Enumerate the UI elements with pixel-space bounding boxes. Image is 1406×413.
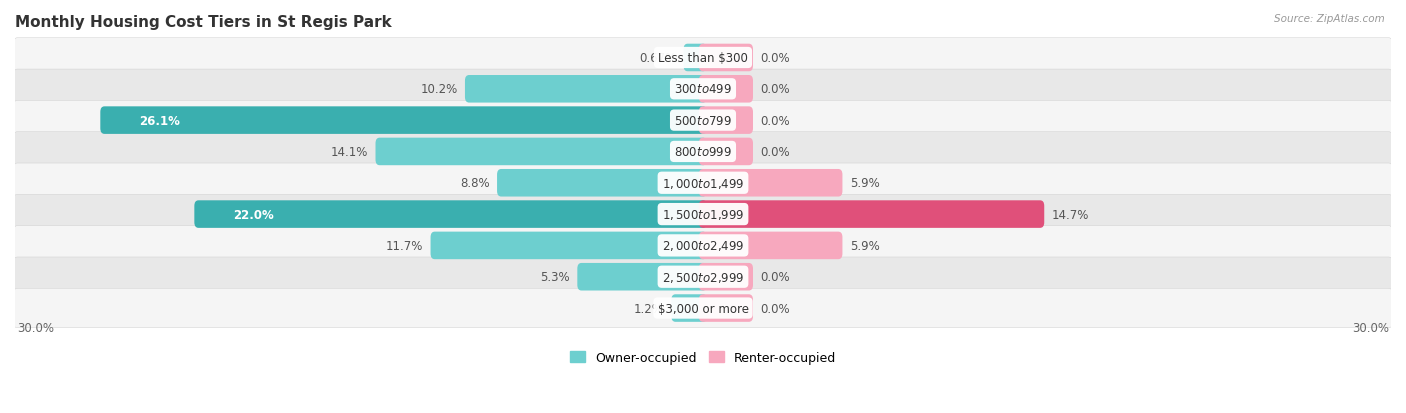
FancyBboxPatch shape	[699, 107, 754, 135]
FancyBboxPatch shape	[699, 45, 754, 72]
Text: 10.2%: 10.2%	[420, 83, 457, 96]
Text: $800 to $999: $800 to $999	[673, 146, 733, 159]
FancyBboxPatch shape	[430, 232, 707, 259]
FancyBboxPatch shape	[699, 294, 754, 322]
FancyBboxPatch shape	[100, 107, 707, 135]
FancyBboxPatch shape	[14, 164, 1392, 203]
FancyBboxPatch shape	[671, 294, 707, 322]
FancyBboxPatch shape	[14, 101, 1392, 140]
Text: 30.0%: 30.0%	[17, 321, 55, 334]
FancyBboxPatch shape	[699, 138, 754, 166]
Text: $1,000 to $1,499: $1,000 to $1,499	[662, 176, 744, 190]
FancyBboxPatch shape	[498, 170, 707, 197]
Text: 5.9%: 5.9%	[849, 239, 880, 252]
Text: 0.0%: 0.0%	[761, 146, 790, 159]
Text: 5.9%: 5.9%	[849, 177, 880, 190]
FancyBboxPatch shape	[699, 263, 754, 291]
Text: 0.0%: 0.0%	[761, 271, 790, 284]
Text: 30.0%: 30.0%	[1351, 321, 1389, 334]
FancyBboxPatch shape	[683, 45, 707, 72]
Text: 0.67%: 0.67%	[638, 52, 676, 65]
Text: 5.3%: 5.3%	[540, 271, 569, 284]
Text: 22.0%: 22.0%	[233, 208, 274, 221]
Text: 0.0%: 0.0%	[761, 52, 790, 65]
Text: $500 to $799: $500 to $799	[673, 114, 733, 127]
FancyBboxPatch shape	[699, 201, 1045, 228]
Text: 0.0%: 0.0%	[761, 83, 790, 96]
Text: 11.7%: 11.7%	[385, 239, 423, 252]
Text: $300 to $499: $300 to $499	[673, 83, 733, 96]
FancyBboxPatch shape	[14, 257, 1392, 297]
Text: 14.1%: 14.1%	[330, 146, 368, 159]
FancyBboxPatch shape	[194, 201, 707, 228]
FancyBboxPatch shape	[699, 76, 754, 103]
Text: Less than $300: Less than $300	[658, 52, 748, 65]
Text: 26.1%: 26.1%	[139, 114, 180, 127]
FancyBboxPatch shape	[465, 76, 707, 103]
FancyBboxPatch shape	[375, 138, 707, 166]
Legend: Owner-occupied, Renter-occupied: Owner-occupied, Renter-occupied	[565, 346, 841, 369]
Text: 0.0%: 0.0%	[761, 302, 790, 315]
FancyBboxPatch shape	[14, 195, 1392, 234]
Text: 0.0%: 0.0%	[761, 114, 790, 127]
Text: 1.2%: 1.2%	[634, 302, 664, 315]
FancyBboxPatch shape	[699, 232, 842, 259]
Text: $1,500 to $1,999: $1,500 to $1,999	[662, 208, 744, 221]
Text: Monthly Housing Cost Tiers in St Regis Park: Monthly Housing Cost Tiers in St Regis P…	[15, 15, 392, 30]
Text: $3,000 or more: $3,000 or more	[658, 302, 748, 315]
Text: Source: ZipAtlas.com: Source: ZipAtlas.com	[1274, 14, 1385, 24]
Text: 8.8%: 8.8%	[460, 177, 489, 190]
FancyBboxPatch shape	[14, 70, 1392, 109]
Text: $2,500 to $2,999: $2,500 to $2,999	[662, 270, 744, 284]
FancyBboxPatch shape	[14, 289, 1392, 328]
Text: $2,000 to $2,499: $2,000 to $2,499	[662, 239, 744, 253]
FancyBboxPatch shape	[578, 263, 707, 291]
Text: 14.7%: 14.7%	[1052, 208, 1090, 221]
FancyBboxPatch shape	[699, 170, 842, 197]
FancyBboxPatch shape	[14, 133, 1392, 172]
FancyBboxPatch shape	[14, 226, 1392, 266]
FancyBboxPatch shape	[14, 39, 1392, 78]
